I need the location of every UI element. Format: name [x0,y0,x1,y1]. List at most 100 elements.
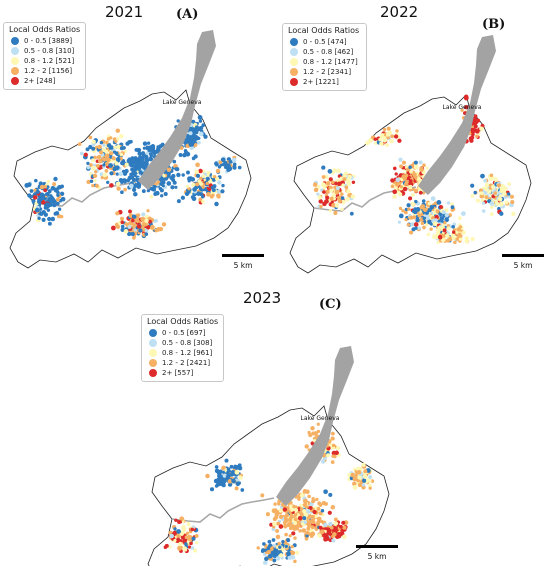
odds-ratio-point [116,137,120,141]
odds-ratio-point [147,219,152,224]
odds-ratio-point [120,190,124,195]
legend-item: 0.5 - 0.8 [462] [288,47,361,57]
odds-ratio-point [386,126,391,131]
odds-ratio-point [32,195,38,200]
odds-ratio-point [114,139,118,143]
odds-ratio-point [231,478,236,484]
panel-letter: (A) [176,7,199,22]
odds-ratio-point [213,174,217,179]
odds-ratio-point [52,202,57,208]
odds-ratio-point [293,521,297,526]
odds-ratio-point [444,217,450,223]
odds-ratio-point [483,190,488,195]
odds-ratio-point [419,205,424,210]
odds-ratio-point [310,531,316,537]
lake-label: Lake Geneva [163,99,202,106]
odds-ratio-point [234,465,239,470]
legend-label: 1.2 - 2 [2421] [162,359,211,367]
odds-ratio-point [169,533,174,539]
odds-ratio-point [142,146,146,150]
map-canvas: Lake Geneva [9,30,252,269]
odds-ratio-point [150,224,155,230]
odds-ratio-point [150,144,156,149]
odds-ratio-point [406,223,411,227]
odds-ratio-point [423,208,427,213]
odds-ratio-point [448,236,452,241]
odds-ratio-point [216,477,221,483]
odds-ratio-point [331,180,335,184]
legend-swatch [290,68,298,76]
odds-ratio-point [278,508,283,513]
odds-ratio-point [158,186,163,191]
odds-ratio-point [278,514,284,519]
odds-ratio-point [297,497,301,501]
odds-ratio-point [373,137,378,141]
odds-ratio-point [307,494,311,499]
odds-ratio-point [413,222,419,227]
odds-ratio-point [275,534,281,540]
odds-ratio-point [55,201,60,206]
legend-swatch [11,57,19,65]
odds-ratio-point [475,134,479,139]
odds-ratio-point [184,191,190,197]
odds-ratio-point [316,192,320,196]
panel-year: 2021 [105,3,144,21]
odds-ratio-point [279,553,284,558]
odds-ratio-point [124,222,128,226]
odds-ratio-point [332,197,336,201]
odds-ratio-point [409,230,414,235]
odds-ratio-point [206,192,211,197]
legend-label: 0.5 - 0.8 [308] [162,339,213,347]
odds-ratio-point [330,431,335,436]
odds-ratio-point [115,128,121,133]
odds-ratio-point [137,151,142,156]
odds-ratio-point [168,545,172,549]
odds-ratio-point [340,192,344,196]
odds-ratio-point [402,186,408,192]
odds-ratio-point [127,231,132,237]
odds-ratio-point [158,144,163,148]
panel-letter: (B) [482,17,506,32]
odds-ratio-point [341,534,347,540]
odds-ratio-point [281,540,285,544]
odds-ratio-point [337,531,342,537]
odds-ratio-point [127,225,132,229]
odds-ratio-point [85,147,90,152]
odds-ratio-point [312,182,318,187]
odds-ratio-point [234,470,240,475]
odds-ratio-point [169,176,174,180]
legend-title: Local Odds Ratios [288,26,360,35]
odds-ratio-point [470,130,475,134]
odds-ratio-point [293,517,298,522]
odds-ratio-point [60,196,66,202]
odds-ratio-point [289,504,293,508]
odds-ratio-point [185,184,190,189]
odds-ratio-point [507,182,511,186]
odds-ratio-point [191,156,196,161]
odds-ratio-point [411,192,415,197]
odds-ratio-point [427,208,432,213]
odds-ratio-point [109,171,114,176]
odds-ratio-point [341,520,346,525]
odds-ratio-point [195,182,200,187]
odds-ratio-point [138,228,143,233]
odds-ratio-point [294,513,298,517]
odds-ratio-point [455,237,459,241]
odds-ratio-point [92,173,98,179]
odds-ratio-point [227,482,233,487]
legend-label: 0.5 - 0.8 [462] [303,48,354,56]
odds-ratio-point [273,502,277,506]
odds-ratio-point [308,505,313,511]
odds-ratio-point [262,542,266,546]
odds-ratio-point [278,524,284,529]
odds-ratio-point [311,499,316,504]
odds-ratio-point [132,214,137,219]
odds-ratio-point [488,176,494,182]
odds-ratio-point [272,521,277,527]
odds-ratio-point [120,160,125,166]
odds-ratio-point [334,181,338,186]
odds-ratio-point [317,195,322,200]
odds-ratio-point [132,187,137,192]
odds-ratio-point [319,204,323,209]
odds-ratio-point [496,183,502,188]
